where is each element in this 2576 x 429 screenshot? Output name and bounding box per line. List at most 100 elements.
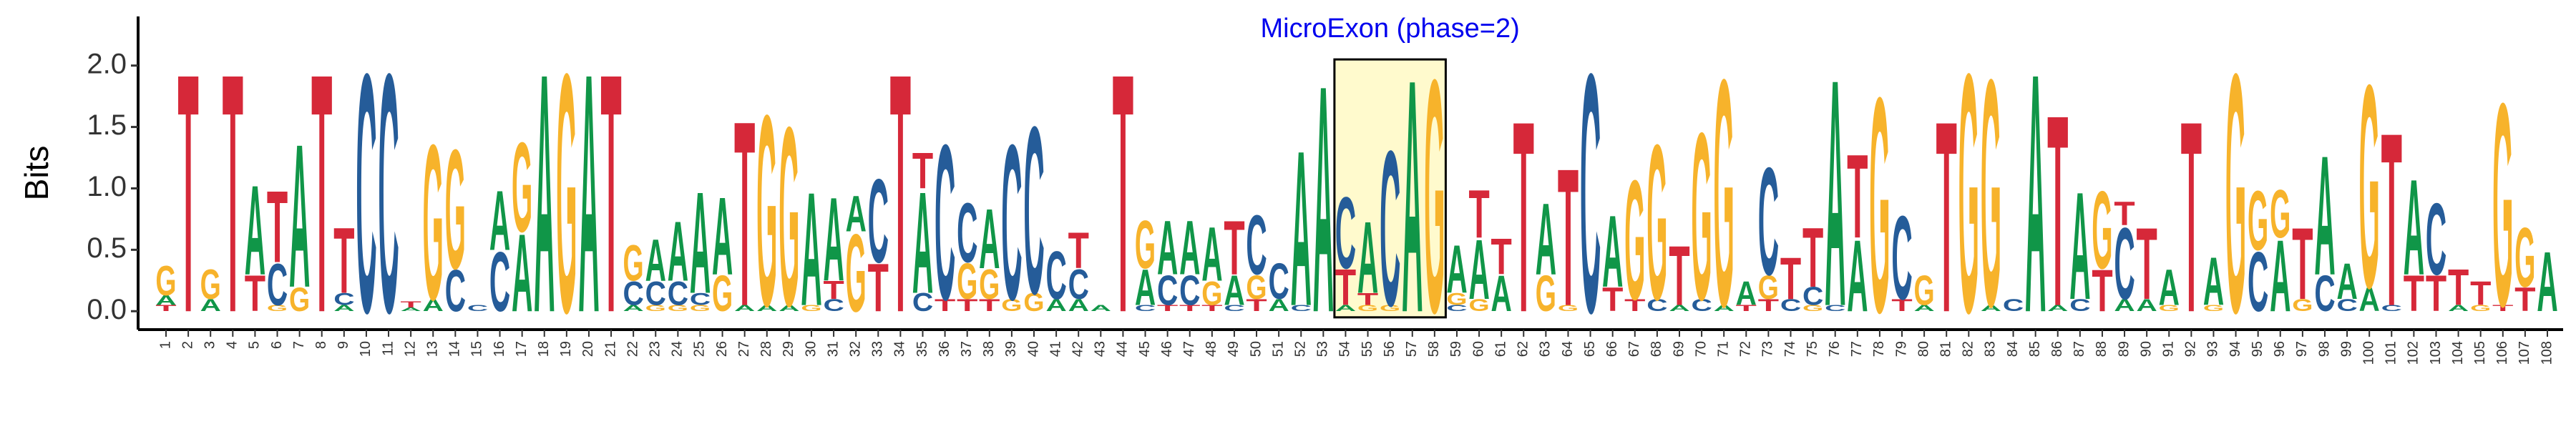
- x-tick-label: 37: [959, 341, 975, 357]
- letter: C: [868, 154, 889, 287]
- x-tick-label: 28: [758, 341, 774, 357]
- letter: G: [779, 74, 799, 359]
- letter: T: [1068, 222, 1089, 279]
- x-tick-label: 23: [648, 341, 663, 357]
- letter: G: [1380, 304, 1400, 313]
- letter: A: [1536, 183, 1556, 297]
- x-tick-label: 63: [1538, 341, 1553, 357]
- letter: C: [2381, 304, 2402, 313]
- x-tick-label: 54: [1337, 341, 1353, 357]
- letter: G: [1714, 13, 1735, 375]
- letter: A: [489, 172, 510, 268]
- letter: T: [155, 304, 176, 313]
- letter: G: [2270, 177, 2290, 253]
- x-tick-label: 104: [2450, 341, 2466, 365]
- letter: A: [1357, 202, 1378, 315]
- annotation-layer: [1333, 58, 1447, 319]
- x-tick-label: 1: [157, 341, 173, 349]
- letter: G: [957, 253, 977, 310]
- letter: G: [2225, 3, 2246, 384]
- letter: A: [1201, 212, 1222, 297]
- letter: A: [578, 2, 599, 384]
- letter: C: [1825, 304, 1845, 313]
- letter: T: [2381, 82, 2402, 358]
- letter: T: [1335, 259, 1356, 316]
- letter: G: [1802, 304, 1823, 313]
- letter: T: [1936, 64, 1957, 370]
- letter: T: [1736, 304, 1757, 313]
- letter: G: [1135, 207, 1156, 284]
- letter: C: [1023, 78, 1044, 344]
- x-tick-label: 58: [1426, 341, 1442, 357]
- letter: C: [823, 296, 844, 315]
- letter: T: [1624, 296, 1645, 315]
- x-tick-label: 16: [492, 341, 507, 357]
- x-tick-label: 34: [892, 341, 908, 357]
- letter: T: [2292, 206, 2313, 321]
- x-tick-label: 67: [1626, 341, 1642, 357]
- letter: G: [2203, 304, 2224, 313]
- letter: A: [1335, 304, 1356, 313]
- x-tick-label: 96: [2272, 341, 2288, 357]
- letter: T: [890, 2, 911, 383]
- letter: A: [2448, 304, 2469, 313]
- letter: C: [1157, 267, 1178, 315]
- letter: G: [1424, 10, 1445, 382]
- letter: T: [1179, 304, 1200, 313]
- letter: A: [1313, 19, 1334, 381]
- letter: G: [2359, 25, 2380, 349]
- letter: A: [645, 227, 666, 293]
- x-tick-label: 102: [2406, 341, 2421, 365]
- x-tick-label: 2: [180, 341, 195, 349]
- letter: T: [1669, 229, 1689, 324]
- x-tick-label: 11: [380, 341, 396, 356]
- letter: A: [2025, 2, 2046, 384]
- letter: C: [1580, 2, 1601, 384]
- letter: A: [512, 212, 532, 336]
- letter: T: [823, 276, 844, 305]
- letter: T: [2114, 195, 2135, 233]
- x-tick-label: 66: [1604, 341, 1620, 357]
- letter: A: [1045, 296, 1066, 315]
- letter: C: [957, 184, 977, 280]
- letter: A: [623, 304, 644, 313]
- x-tick-label: 72: [1738, 341, 1754, 357]
- letter: T: [333, 208, 354, 312]
- letter: A: [823, 172, 844, 306]
- letter: T: [957, 296, 977, 315]
- letter: A: [912, 162, 933, 323]
- x-tick-label: 64: [1560, 341, 1576, 357]
- x-tick-label: 73: [1760, 341, 1776, 357]
- letter: C: [1446, 304, 1467, 313]
- letter: C: [1001, 99, 1022, 346]
- letter: G: [2159, 304, 2180, 313]
- x-tick-label: 79: [1893, 341, 1909, 357]
- letter: G: [267, 304, 288, 313]
- x-tick-label: 10: [358, 341, 374, 357]
- y-axis-label: Bits: [18, 146, 55, 201]
- x-tick-label: 108: [2539, 341, 2555, 365]
- x-tick-label: 27: [736, 341, 752, 357]
- letter: T: [868, 250, 889, 325]
- x-tick-label: 32: [847, 341, 863, 357]
- x-tick-label: 50: [1248, 341, 1264, 357]
- letter: A: [2270, 220, 2290, 333]
- x-tick-label: 46: [1159, 341, 1175, 357]
- letter: C: [1291, 304, 1312, 313]
- y-tick-label: 0.5: [87, 232, 127, 264]
- letter: T: [979, 296, 1000, 315]
- letter: G: [1958, 3, 1979, 384]
- letter: A: [1402, 10, 1423, 382]
- letter: T: [1891, 296, 1912, 315]
- x-tick-label: 92: [2183, 341, 2199, 357]
- x-tick-label: 97: [2294, 341, 2310, 357]
- x-tick-label: 57: [1404, 341, 1420, 357]
- letter: G: [2470, 304, 2491, 313]
- letter: T: [2426, 265, 2446, 322]
- letter: T: [2137, 206, 2157, 321]
- letter: C: [2114, 207, 2135, 321]
- letter: G: [690, 304, 711, 313]
- letter: C: [623, 275, 644, 313]
- letter: A: [779, 304, 799, 313]
- letter: T: [912, 142, 933, 199]
